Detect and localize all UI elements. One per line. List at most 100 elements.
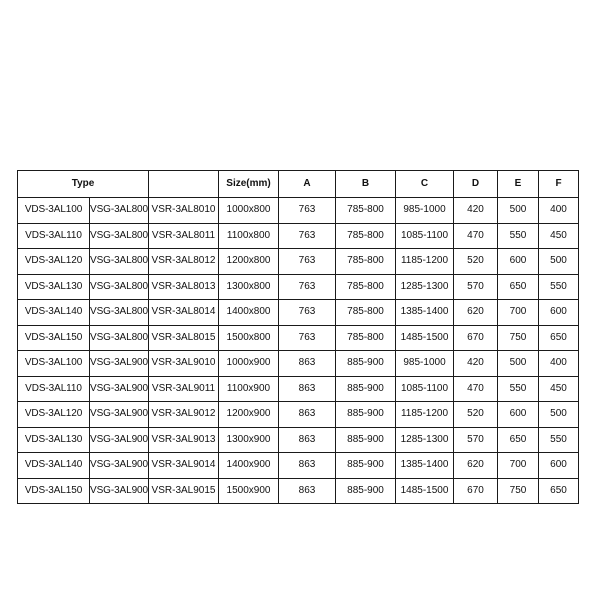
cell-f: 400 [538, 350, 580, 377]
cell-size: 1500x900 [218, 477, 280, 504]
cell-type-vds: VDS-3AL130 [17, 273, 90, 300]
cell-e: 500 [497, 197, 540, 224]
cell-e: 750 [497, 324, 540, 351]
cell-vsr-code: VSR-3AL9015 [148, 477, 220, 504]
cell-e: 600 [497, 401, 540, 428]
cell-d: 420 [453, 197, 499, 224]
cell-type-vsg: VSG-3AL900 [88, 426, 150, 453]
cell-e: 550 [497, 375, 540, 402]
cell-e: 750 [497, 477, 540, 504]
cell-a: 863 [278, 401, 337, 428]
table-row: VDS-3AL110 VSG-3AL900 VSR-3AL9011 1100x9… [17, 375, 580, 402]
cell-type-vds: VDS-3AL150 [17, 324, 90, 351]
cell-type-vds: VDS-3AL150 [17, 477, 90, 504]
cell-type-vsg: VSG-3AL900 [88, 401, 150, 428]
specification-table-container: Type Size(mm) A B C D E F VDS-3AL100 VSG… [16, 170, 580, 504]
cell-c: 1385-1400 [395, 299, 455, 326]
cell-d: 520 [453, 248, 499, 275]
cell-type-vds: VDS-3AL110 [17, 375, 90, 402]
cell-e: 500 [497, 350, 540, 377]
cell-a: 863 [278, 452, 337, 479]
cell-type-vsg: VSG-3AL900 [88, 477, 150, 504]
table-row: VDS-3AL140 VSG-3AL800 VSR-3AL8014 1400x8… [17, 299, 580, 326]
cell-c: 1285-1300 [395, 273, 455, 300]
cell-size: 1400x800 [218, 299, 280, 326]
table-row: VDS-3AL150 VSG-3AL900 VSR-3AL9015 1500x9… [17, 477, 580, 504]
cell-size: 1100x800 [218, 222, 280, 249]
cell-a: 763 [278, 197, 337, 224]
cell-f: 500 [538, 401, 580, 428]
cell-b: 785-800 [335, 222, 397, 249]
cell-size: 1300x800 [218, 273, 280, 300]
cell-f: 650 [538, 477, 580, 504]
cell-size: 1300x900 [218, 426, 280, 453]
table-row: VDS-3AL100 VSG-3AL800 VSR-3AL8010 1000x8… [17, 197, 580, 224]
table-row: VDS-3AL130 VSG-3AL900 VSR-3AL9013 1300x9… [17, 426, 580, 453]
cell-c: 1485-1500 [395, 477, 455, 504]
cell-f: 550 [538, 273, 580, 300]
cell-type-vsg: VSG-3AL800 [88, 273, 150, 300]
cell-b: 785-800 [335, 299, 397, 326]
table-row: VDS-3AL120 VSG-3AL900 VSR-3AL9012 1200x9… [17, 401, 580, 428]
cell-d: 420 [453, 350, 499, 377]
cell-a: 763 [278, 299, 337, 326]
cell-size: 1000x800 [218, 197, 280, 224]
table-row: VDS-3AL130 VSG-3AL800 VSR-3AL8013 1300x8… [17, 273, 580, 300]
cell-d: 620 [453, 452, 499, 479]
cell-vsr-code: VSR-3AL8011 [148, 222, 220, 249]
cell-type-vds: VDS-3AL130 [17, 426, 90, 453]
cell-size: 1000x900 [218, 350, 280, 377]
cell-size: 1400x900 [218, 452, 280, 479]
column-header-type: Type [16, 170, 150, 198]
cell-d: 670 [453, 324, 499, 351]
table-row: VDS-3AL120 VSG-3AL800 VSR-3AL8012 1200x8… [17, 248, 580, 275]
cell-d: 570 [453, 273, 499, 300]
cell-type-vsg: VSG-3AL800 [88, 222, 150, 249]
cell-a: 763 [278, 222, 337, 249]
column-header-e: E [497, 170, 540, 198]
cell-type-vsg: VSG-3AL800 [88, 299, 150, 326]
cell-b: 885-900 [335, 375, 397, 402]
cell-vsr-code: VSR-3AL9014 [148, 452, 220, 479]
cell-c: 1285-1300 [395, 426, 455, 453]
cell-a: 863 [278, 477, 337, 504]
header-row: Type Size(mm) A B C D E F [16, 170, 580, 198]
cell-size: 1500x800 [218, 324, 280, 351]
cell-f: 600 [538, 299, 580, 326]
cell-type-vds: VDS-3AL120 [17, 248, 90, 275]
cell-vsr-code: VSR-3AL9010 [148, 350, 220, 377]
cell-c: 1085-1100 [395, 375, 455, 402]
cell-c: 1185-1200 [395, 248, 455, 275]
cell-d: 520 [453, 401, 499, 428]
cell-b: 885-900 [335, 350, 397, 377]
cell-f: 500 [538, 248, 580, 275]
specification-table: Type Size(mm) A B C D E F VDS-3AL100 VSG… [16, 170, 580, 504]
cell-a: 763 [278, 273, 337, 300]
cell-c: 985-1000 [395, 197, 455, 224]
column-header-a: A [278, 170, 337, 198]
cell-type-vsg: VSG-3AL900 [88, 452, 150, 479]
cell-vsr-code: VSR-3AL8015 [148, 324, 220, 351]
cell-f: 450 [538, 222, 580, 249]
cell-c: 1085-1100 [395, 222, 455, 249]
cell-f: 600 [538, 452, 580, 479]
cell-type-vsg: VSG-3AL900 [88, 375, 150, 402]
cell-b: 885-900 [335, 452, 397, 479]
cell-e: 650 [497, 426, 540, 453]
cell-e: 700 [497, 452, 540, 479]
cell-vsr-code: VSR-3AL8014 [148, 299, 220, 326]
cell-a: 863 [278, 375, 337, 402]
cell-b: 785-800 [335, 248, 397, 275]
cell-f: 650 [538, 324, 580, 351]
cell-b: 885-900 [335, 477, 397, 504]
column-header-f: F [538, 170, 580, 198]
cell-vsr-code: VSR-3AL9012 [148, 401, 220, 428]
column-header-c: C [395, 170, 455, 198]
column-header-b: B [335, 170, 397, 198]
table-body: VDS-3AL100 VSG-3AL800 VSR-3AL8010 1000x8… [17, 197, 580, 504]
cell-type-vds: VDS-3AL140 [17, 299, 90, 326]
cell-d: 620 [453, 299, 499, 326]
cell-b: 885-900 [335, 426, 397, 453]
cell-f: 550 [538, 426, 580, 453]
cell-d: 470 [453, 222, 499, 249]
